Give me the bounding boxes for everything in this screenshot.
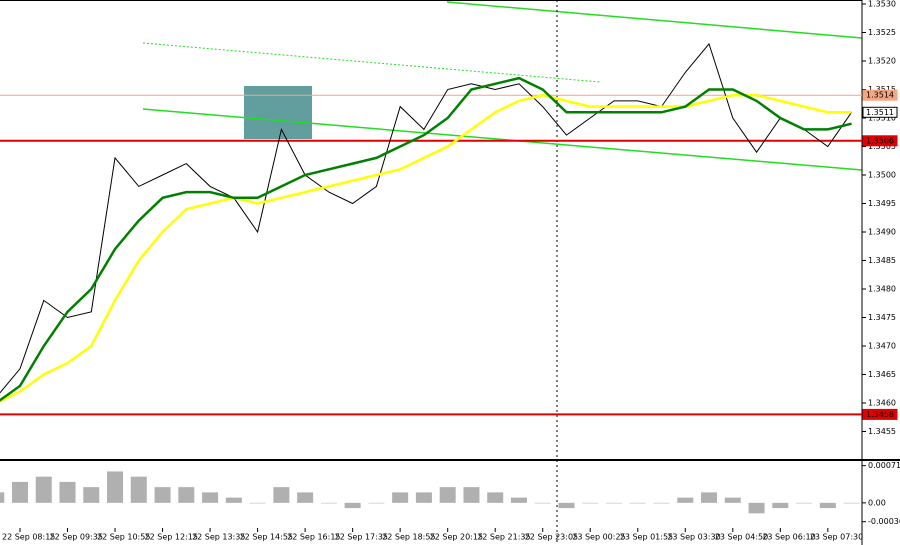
y-tick-label: 1.3470 xyxy=(868,341,896,350)
oscillator-bar xyxy=(582,502,599,504)
oscillator-bar xyxy=(202,492,219,503)
x-tick-label: 22 Sep 21:35 xyxy=(477,533,530,542)
y-tick-label: 1.3530 xyxy=(868,0,896,8)
oscillator-bar xyxy=(819,502,836,509)
level-label: 1.3514 xyxy=(866,91,894,100)
oscillator-bar xyxy=(439,487,456,503)
y-tick-label: 1.3480 xyxy=(868,284,896,293)
y-tick-label: 1.3475 xyxy=(868,313,896,322)
x-tick-label: 22 Sep 12:15 xyxy=(145,533,198,542)
level-label: 1.3511 xyxy=(866,108,894,117)
oscillator-bar xyxy=(83,487,100,503)
x-tick-label: 23 Sep 06:10 xyxy=(762,533,815,542)
oscillator-bar xyxy=(12,481,28,503)
oscillator-bar xyxy=(59,481,76,503)
level-label-box xyxy=(862,106,898,118)
x-tick-label: 22 Sep 23:05 xyxy=(525,533,578,542)
y-tick-label: 1.3465 xyxy=(868,370,896,379)
level-label-box xyxy=(862,408,898,420)
oscillator-bar xyxy=(487,492,504,503)
x-tick-label: 22 Sep 18:55 xyxy=(382,533,435,542)
y-tick-label: 1.3460 xyxy=(868,398,896,407)
oscillator-bar xyxy=(606,502,622,504)
oscillator-bar xyxy=(344,502,361,509)
x-tick-label: 22 Sep 10:55 xyxy=(97,533,150,542)
oscillator-bar xyxy=(843,502,860,504)
oscillator-bar xyxy=(297,492,314,503)
oscillator-bar xyxy=(748,502,765,514)
level-label: 1.3458 xyxy=(866,410,894,419)
level-label-box xyxy=(862,135,898,147)
oscillator-bar xyxy=(320,502,337,504)
y-tick-label: -0.00036 xyxy=(868,517,900,526)
y-tick-label: 1.3520 xyxy=(868,56,896,65)
oscillator-bar xyxy=(558,502,575,509)
x-tick-label: 22 Sep 09:35 xyxy=(50,533,103,542)
x-tick-label: 22 Sep 08:15 xyxy=(2,533,55,542)
x-tick-label: 22 Sep 20:15 xyxy=(430,533,483,542)
oscillator-bar xyxy=(392,492,409,503)
oscillator-bar xyxy=(35,476,52,503)
x-tick-label: 22 Sep 16:15 xyxy=(287,533,340,542)
y-tick-label: 1.3510 xyxy=(868,113,896,122)
level-label-box xyxy=(862,89,898,101)
oscillator-bar xyxy=(107,471,124,503)
x-tick-label: 23 Sep 00:25 xyxy=(572,533,625,542)
y-tick-label: 1.3485 xyxy=(868,256,896,265)
x-tick-label: 22 Sep 17:35 xyxy=(335,533,388,542)
price-line xyxy=(0,93,852,403)
x-tick-label: 23 Sep 07:30 xyxy=(810,533,863,542)
oscillator-bar xyxy=(701,492,718,503)
x-tick-label: 22 Sep 13:35 xyxy=(192,533,245,542)
oscillator-bar xyxy=(154,487,171,503)
y-tick-label: 1.3515 xyxy=(868,85,896,94)
oscillator-bar xyxy=(368,502,385,504)
y-tick-label: 0.00 xyxy=(868,498,886,507)
oscillator-bar xyxy=(130,476,147,503)
oscillator-bar xyxy=(510,497,527,503)
x-tick-label: 23 Sep 04:50 xyxy=(715,533,768,542)
level-label: 1.3506 xyxy=(866,136,894,145)
oscillator-bar xyxy=(724,497,741,503)
oscillator-bar xyxy=(0,492,5,503)
oscillator-bar xyxy=(463,487,480,503)
y-tick-label: 1.3500 xyxy=(868,170,896,179)
x-tick-label: 23 Sep 01:55 xyxy=(620,533,673,542)
price-line xyxy=(0,76,852,402)
oscillator-bar xyxy=(534,502,551,504)
x-tick-label: 23 Sep 03:30 xyxy=(667,533,720,542)
oscillator-bar xyxy=(415,492,432,503)
oscillator-bar xyxy=(772,502,789,509)
oscillator-bar xyxy=(178,487,195,503)
y-tick-label: 0.00071 xyxy=(868,461,900,470)
highlight-box xyxy=(244,86,312,139)
oscillator-bar xyxy=(273,487,290,503)
channel-line xyxy=(142,42,601,83)
oscillator-bar xyxy=(225,497,242,503)
oscillator-bar xyxy=(796,502,813,504)
oscillator-bar xyxy=(653,502,670,504)
price-line xyxy=(0,42,853,394)
y-tick-label: 1.3525 xyxy=(868,28,896,37)
channel-line xyxy=(446,1,863,39)
y-tick-label: 1.3495 xyxy=(868,199,896,208)
oscillator-bar xyxy=(629,502,646,504)
oscillator-bar xyxy=(677,497,694,503)
x-tick-label: 22 Sep 14:55 xyxy=(240,533,293,542)
y-tick-label: 1.3455 xyxy=(868,427,896,436)
oscillator-bar xyxy=(249,502,266,504)
y-tick-label: 1.3505 xyxy=(868,142,896,151)
y-tick-label: 1.3490 xyxy=(868,227,896,236)
channel-line xyxy=(142,108,863,171)
